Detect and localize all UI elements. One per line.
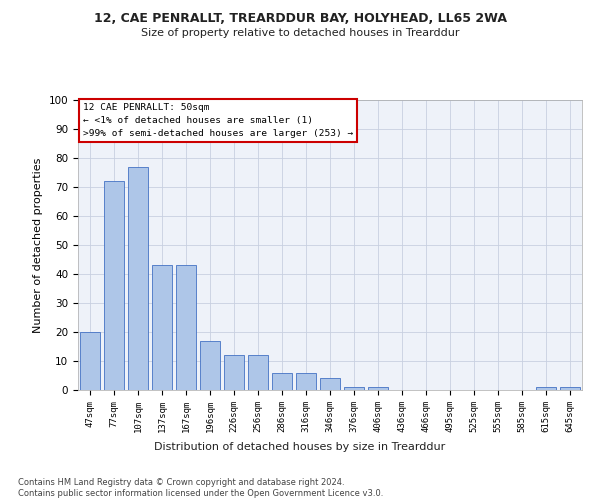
Bar: [152, 266, 172, 390]
Text: Size of property relative to detached houses in Trearddur: Size of property relative to detached ho…: [141, 28, 459, 38]
Bar: [536, 387, 556, 390]
Y-axis label: Number of detached properties: Number of detached properties: [33, 158, 43, 332]
Bar: [176, 266, 196, 390]
Bar: [80, 332, 100, 390]
Bar: [272, 372, 292, 390]
Bar: [296, 372, 316, 390]
Bar: [344, 387, 364, 390]
Text: Contains HM Land Registry data © Crown copyright and database right 2024.
Contai: Contains HM Land Registry data © Crown c…: [18, 478, 383, 498]
Bar: [248, 355, 268, 390]
Bar: [560, 387, 580, 390]
Text: 12 CAE PENRALLT: 50sqm
← <1% of detached houses are smaller (1)
>99% of semi-det: 12 CAE PENRALLT: 50sqm ← <1% of detached…: [83, 103, 353, 138]
Bar: [368, 387, 388, 390]
Bar: [200, 340, 220, 390]
Bar: [320, 378, 340, 390]
Bar: [224, 355, 244, 390]
Text: Distribution of detached houses by size in Trearddur: Distribution of detached houses by size …: [154, 442, 446, 452]
Text: 12, CAE PENRALLT, TREARDDUR BAY, HOLYHEAD, LL65 2WA: 12, CAE PENRALLT, TREARDDUR BAY, HOLYHEA…: [94, 12, 506, 26]
Bar: [104, 181, 124, 390]
Bar: [128, 166, 148, 390]
